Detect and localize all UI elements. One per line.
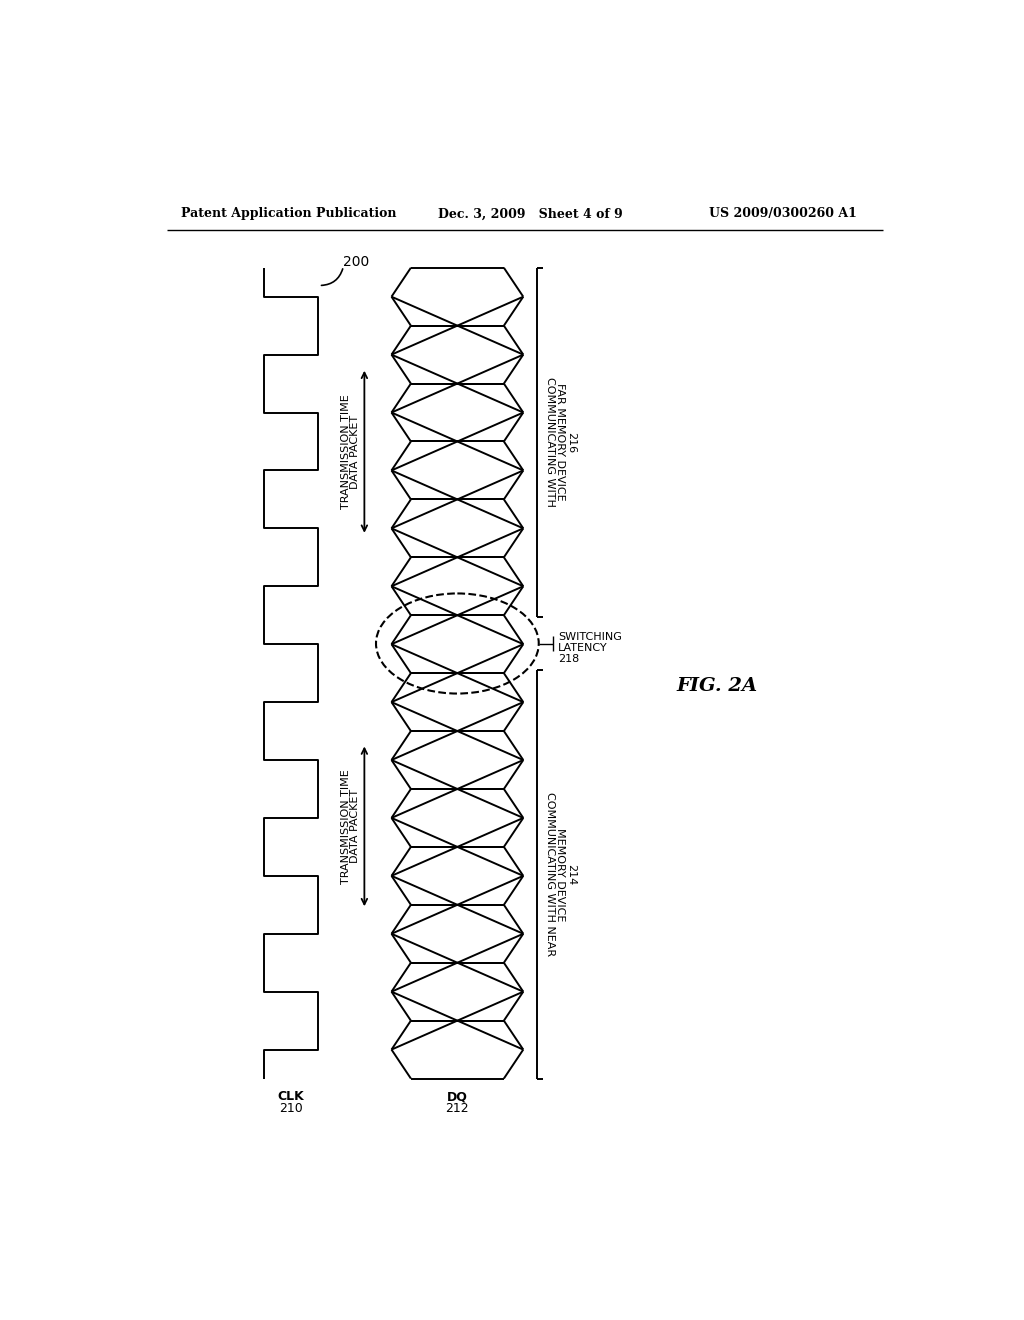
Text: LATENCY: LATENCY bbox=[558, 643, 608, 653]
Text: 210: 210 bbox=[279, 1102, 303, 1114]
Text: Dec. 3, 2009   Sheet 4 of 9: Dec. 3, 2009 Sheet 4 of 9 bbox=[438, 207, 623, 220]
Text: TRANSMISSION TIME: TRANSMISSION TIME bbox=[341, 395, 351, 510]
Text: FAR MEMORY DEVICE: FAR MEMORY DEVICE bbox=[555, 383, 565, 502]
Text: 200: 200 bbox=[343, 255, 370, 269]
Text: CLK: CLK bbox=[278, 1090, 304, 1104]
Text: DATA PACKET: DATA PACKET bbox=[350, 789, 360, 863]
Text: Patent Application Publication: Patent Application Publication bbox=[180, 207, 396, 220]
Text: MEMORY DEVICE: MEMORY DEVICE bbox=[555, 828, 565, 921]
Text: DATA PACKET: DATA PACKET bbox=[350, 414, 360, 488]
Text: DQ: DQ bbox=[446, 1090, 468, 1104]
Text: SWITCHING: SWITCHING bbox=[558, 632, 622, 643]
Text: US 2009/0300260 A1: US 2009/0300260 A1 bbox=[710, 207, 857, 220]
Text: 218: 218 bbox=[558, 653, 580, 664]
Text: TRANSMISSION TIME: TRANSMISSION TIME bbox=[341, 770, 351, 884]
Text: 216: 216 bbox=[566, 432, 577, 453]
Text: COMMUNICATING WITH NEAR: COMMUNICATING WITH NEAR bbox=[546, 792, 555, 957]
Text: COMMUNICATING WITH: COMMUNICATING WITH bbox=[546, 378, 555, 507]
Text: FIG. 2A: FIG. 2A bbox=[677, 677, 758, 694]
Text: 214: 214 bbox=[566, 863, 577, 886]
Text: 212: 212 bbox=[445, 1102, 469, 1114]
